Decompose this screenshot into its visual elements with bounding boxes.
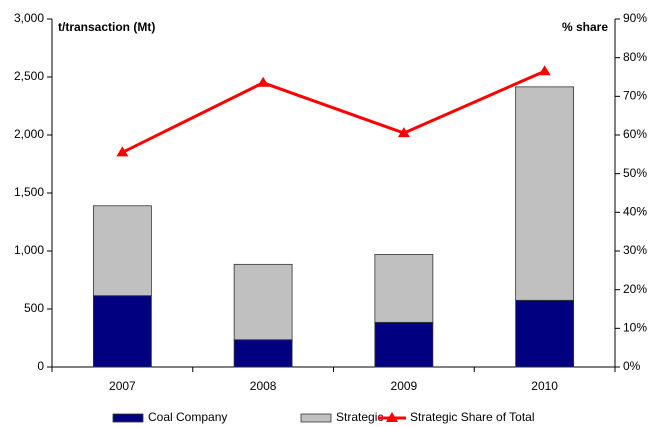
bar [233, 263, 293, 341]
bar [233, 339, 293, 368]
bar [374, 321, 434, 368]
y-tick-label: 2,500 [14, 69, 44, 83]
y-tick-label: 1,500 [14, 185, 44, 199]
y2-tick-label: 20% [623, 282, 647, 296]
y2-tick-label: 0% [623, 359, 641, 373]
legend-swatch [300, 413, 332, 423]
y2-tick-label: 50% [623, 166, 647, 180]
bar [515, 299, 575, 368]
marker [397, 127, 410, 138]
line [121, 69, 546, 154]
y-tick-label: 3,000 [14, 11, 44, 25]
legend-label: Coal Company [148, 410, 227, 424]
y2-axis-title: % share [562, 20, 608, 34]
y2-tick-label: 70% [623, 89, 647, 103]
y2-tick-label: 60% [623, 127, 647, 141]
x-tick-label: 2007 [109, 379, 136, 393]
x-tick-label: 2010 [531, 379, 558, 393]
bar [92, 205, 152, 297]
legend-label: Strategic Share of Total [410, 410, 535, 424]
y2-tick-label: 30% [623, 243, 647, 257]
marker [116, 146, 129, 157]
bar [515, 86, 575, 301]
y-tick-label: 500 [24, 301, 44, 315]
legend-swatch [112, 413, 144, 423]
bar [374, 254, 434, 323]
y2-tick-label: 80% [623, 50, 647, 64]
y2-tick-label: 10% [623, 321, 647, 335]
y-tick-label: 0 [37, 359, 44, 373]
y-tick-label: 1,000 [14, 243, 44, 257]
legend-label: Strategic [336, 410, 383, 424]
marker [257, 76, 270, 87]
y2-tick-label: 40% [623, 205, 647, 219]
bar [92, 295, 152, 368]
x-tick-label: 2008 [250, 379, 277, 393]
y-tick-label: 2,000 [14, 127, 44, 141]
y-axis-title: t/transaction (Mt) [58, 20, 155, 34]
y2-tick-label: 90% [623, 11, 647, 25]
marker [538, 65, 551, 76]
x-tick-label: 2009 [391, 379, 418, 393]
legend-marker [386, 412, 398, 422]
